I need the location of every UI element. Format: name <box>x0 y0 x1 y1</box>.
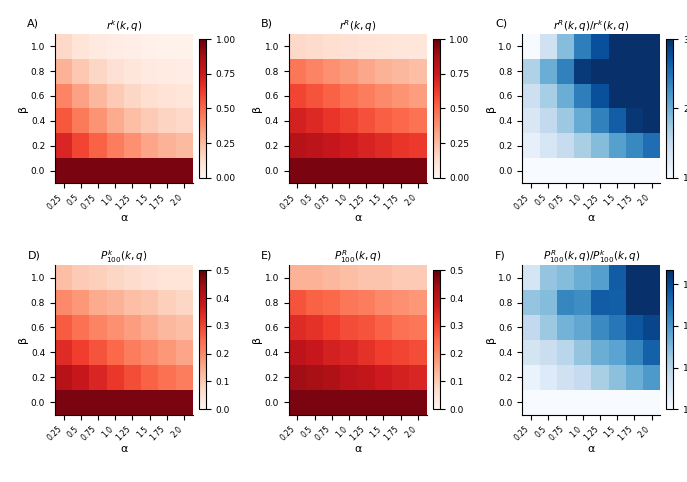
X-axis label: α: α <box>120 444 128 454</box>
Title: $P^R_{100}(k, q)/P^k_{100}(k, q)$: $P^R_{100}(k, q)/P^k_{100}(k, q)$ <box>543 248 640 265</box>
Title: $r^k(k, q)$: $r^k(k, q)$ <box>106 18 142 34</box>
X-axis label: α: α <box>587 444 595 454</box>
Y-axis label: β: β <box>18 336 28 343</box>
Text: E): E) <box>261 250 273 260</box>
Text: F): F) <box>495 250 506 260</box>
Title: $r^R(k, q)$: $r^R(k, q)$ <box>339 18 376 34</box>
Text: B): B) <box>261 19 273 29</box>
Y-axis label: β: β <box>252 336 262 343</box>
X-axis label: α: α <box>354 444 361 454</box>
X-axis label: α: α <box>587 213 595 223</box>
Text: A): A) <box>27 19 39 29</box>
Text: D): D) <box>27 250 41 260</box>
Title: $P^R_{100}(k, q)$: $P^R_{100}(k, q)$ <box>334 248 381 265</box>
Text: C): C) <box>495 19 507 29</box>
Y-axis label: β: β <box>252 105 262 112</box>
X-axis label: α: α <box>354 213 361 223</box>
Title: $r^R(k, q)/r^k(k, q)$: $r^R(k, q)/r^k(k, q)$ <box>553 18 629 34</box>
Y-axis label: β: β <box>486 336 495 343</box>
X-axis label: α: α <box>120 213 128 223</box>
Title: $P^k_{100}(k, q)$: $P^k_{100}(k, q)$ <box>100 248 148 265</box>
Y-axis label: β: β <box>486 105 495 112</box>
Y-axis label: β: β <box>18 105 28 112</box>
